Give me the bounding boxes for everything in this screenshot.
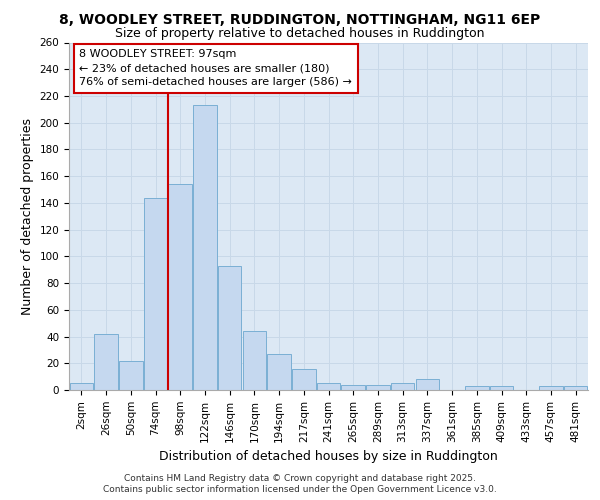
Bar: [366, 384, 389, 390]
Text: Contains HM Land Registry data © Crown copyright and database right 2025.
Contai: Contains HM Land Registry data © Crown c…: [103, 474, 497, 494]
Bar: [268, 354, 291, 390]
Bar: [144, 198, 167, 390]
Text: Size of property relative to detached houses in Ruddington: Size of property relative to detached ho…: [115, 26, 485, 40]
Bar: [94, 334, 118, 390]
Bar: [292, 368, 316, 390]
Bar: [341, 384, 365, 390]
Bar: [539, 386, 563, 390]
Bar: [193, 106, 217, 390]
Bar: [119, 360, 143, 390]
Bar: [564, 386, 587, 390]
Bar: [70, 384, 93, 390]
Bar: [317, 384, 340, 390]
Y-axis label: Number of detached properties: Number of detached properties: [21, 118, 34, 315]
Text: 8 WOODLEY STREET: 97sqm
← 23% of detached houses are smaller (180)
76% of semi-d: 8 WOODLEY STREET: 97sqm ← 23% of detache…: [79, 50, 352, 88]
Bar: [218, 266, 241, 390]
Bar: [490, 386, 513, 390]
Bar: [242, 331, 266, 390]
Bar: [416, 380, 439, 390]
Text: 8, WOODLEY STREET, RUDDINGTON, NOTTINGHAM, NG11 6EP: 8, WOODLEY STREET, RUDDINGTON, NOTTINGHA…: [59, 12, 541, 26]
Bar: [391, 384, 415, 390]
Bar: [465, 386, 488, 390]
Bar: [169, 184, 192, 390]
X-axis label: Distribution of detached houses by size in Ruddington: Distribution of detached houses by size …: [159, 450, 498, 463]
